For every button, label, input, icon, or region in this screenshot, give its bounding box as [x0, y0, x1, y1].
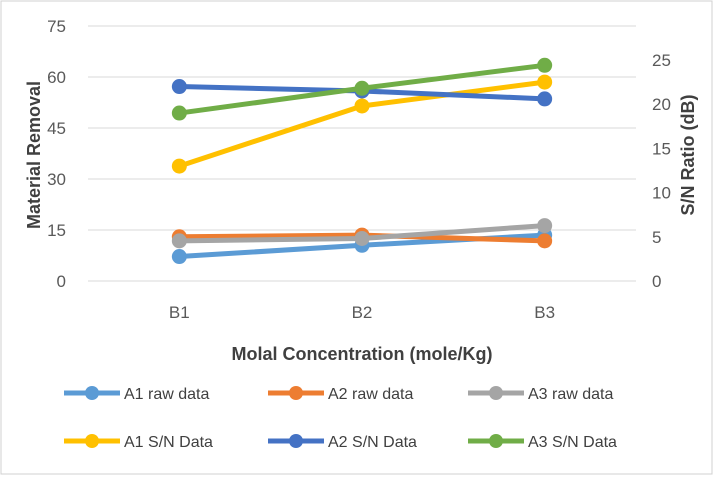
data-point	[171, 249, 187, 265]
x-tick-label: B2	[352, 303, 373, 322]
y2-tick-label: 5	[652, 228, 661, 247]
legend-label: A3 raw data	[528, 386, 613, 403]
legend-item: A1 raw data	[64, 386, 209, 403]
y-tick-label: 45	[47, 119, 66, 138]
data-point	[537, 57, 553, 73]
legend-label: A2 raw data	[328, 386, 413, 403]
series-lines	[171, 57, 553, 265]
legend-label: A1 S/N Data	[124, 434, 213, 451]
y-tick-label: 30	[47, 170, 66, 189]
y2-tick-label: 15	[652, 139, 671, 158]
series-3	[171, 74, 553, 174]
data-point	[537, 218, 553, 234]
x-tick-label: B1	[169, 303, 190, 322]
data-point	[537, 233, 553, 249]
y-tick-label: 15	[47, 221, 66, 240]
legend-item: A2 S/N Data	[268, 434, 417, 451]
legend-item: A3 raw data	[468, 386, 613, 403]
y-axis-ticks: 0 15 30 45 60 75	[47, 17, 66, 291]
legend-swatch-marker	[489, 434, 503, 448]
data-point	[537, 91, 553, 107]
legend-label: A3 S/N Data	[528, 434, 617, 451]
data-point	[171, 233, 187, 249]
y2-axis-title: S/N Ratio (dB)	[678, 95, 698, 216]
legend-item: A2 raw data	[268, 386, 413, 403]
data-point	[354, 98, 370, 114]
y2-tick-label: 10	[652, 184, 671, 203]
data-point	[171, 105, 187, 121]
x-tick-label: B3	[534, 303, 555, 322]
legend-label: A2 S/N Data	[328, 434, 417, 451]
data-point	[171, 79, 187, 95]
y2-tick-label: 25	[652, 51, 671, 70]
legend-item: A3 S/N Data	[468, 434, 617, 451]
legend-swatch-marker	[85, 434, 99, 448]
legend-swatch-marker	[289, 434, 303, 448]
y2-tick-label: 20	[652, 95, 671, 114]
y2-axis-ticks: 0 5 10 15 20 25	[652, 51, 671, 291]
y-tick-label: 60	[47, 68, 66, 87]
legend: A1 raw data A2 raw data A3 raw data A1 S/N …	[64, 386, 617, 451]
legend-swatch-marker	[85, 386, 99, 400]
data-point	[354, 80, 370, 96]
y-tick-label: 0	[57, 272, 66, 291]
legend-swatch-marker	[489, 386, 503, 400]
data-point	[171, 158, 187, 174]
x-axis-title: Molal Concentration (mole/Kg)	[232, 344, 493, 364]
legend-swatch-marker	[289, 386, 303, 400]
series-5	[171, 57, 553, 121]
legend-item: A1 S/N Data	[64, 434, 213, 451]
x-axis-ticks: B1 B2 B3	[169, 303, 555, 322]
y2-tick-label: 0	[652, 272, 661, 291]
legend-label: A1 raw data	[124, 386, 209, 403]
series-2	[171, 218, 553, 249]
data-point	[354, 231, 370, 246]
data-point	[537, 74, 553, 90]
y-tick-label: 75	[47, 17, 66, 36]
y-axis-title: Material Removal	[24, 81, 44, 229]
